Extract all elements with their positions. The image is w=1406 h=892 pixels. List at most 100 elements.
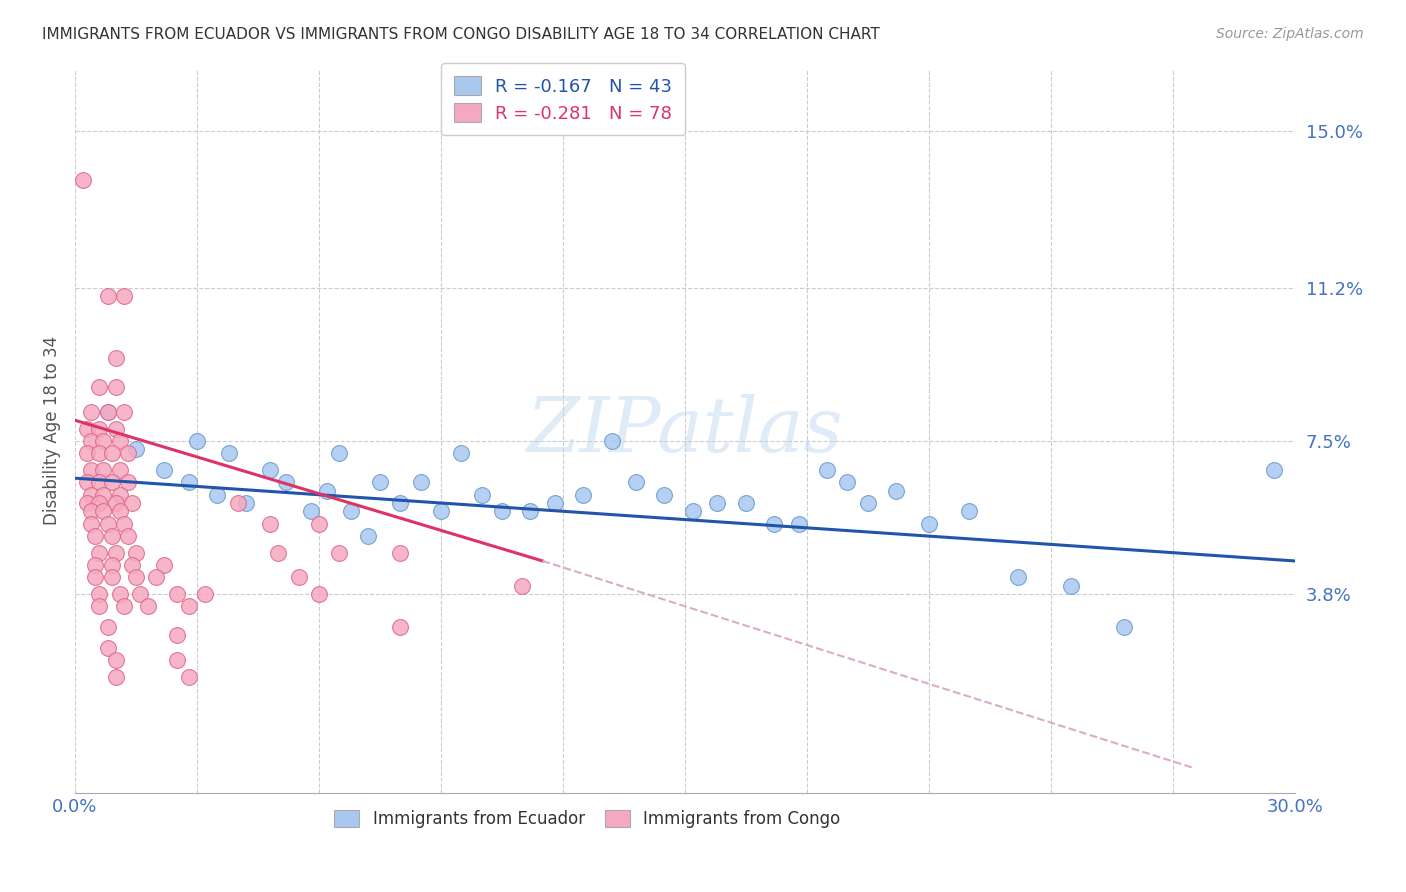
- Point: [117, 446, 139, 460]
- Point: [108, 488, 131, 502]
- Legend: Immigrants from Ecuador, Immigrants from Congo: Immigrants from Ecuador, Immigrants from…: [328, 804, 846, 835]
- Y-axis label: Disability Age 18 to 34: Disability Age 18 to 34: [44, 336, 60, 525]
- Point: [104, 351, 127, 366]
- Point: [84, 558, 107, 572]
- Point: [287, 570, 309, 584]
- Point: [76, 421, 98, 435]
- Point: [96, 289, 118, 303]
- Point: [80, 405, 103, 419]
- Point: [84, 570, 107, 584]
- Point: [1263, 463, 1285, 477]
- Point: [654, 488, 676, 502]
- Point: [80, 516, 103, 531]
- Point: [145, 570, 167, 584]
- Point: [76, 475, 98, 490]
- Point: [389, 546, 412, 560]
- Point: [112, 516, 135, 531]
- Point: [153, 558, 176, 572]
- Point: [96, 405, 118, 419]
- Text: ZIPatlas: ZIPatlas: [526, 393, 844, 467]
- Point: [104, 653, 127, 667]
- Point: [112, 599, 135, 614]
- Point: [166, 628, 188, 642]
- Point: [389, 620, 412, 634]
- Point: [856, 496, 879, 510]
- Point: [218, 446, 240, 460]
- Point: [299, 504, 322, 518]
- Point: [957, 504, 980, 518]
- Point: [259, 516, 281, 531]
- Point: [89, 496, 111, 510]
- Point: [89, 599, 111, 614]
- Point: [89, 446, 111, 460]
- Point: [491, 504, 513, 518]
- Point: [815, 463, 838, 477]
- Point: [316, 483, 339, 498]
- Point: [357, 529, 380, 543]
- Point: [80, 463, 103, 477]
- Point: [368, 475, 391, 490]
- Point: [76, 496, 98, 510]
- Point: [259, 463, 281, 477]
- Point: [1112, 620, 1135, 634]
- Point: [93, 504, 115, 518]
- Point: [100, 558, 122, 572]
- Point: [104, 496, 127, 510]
- Point: [706, 496, 728, 510]
- Point: [276, 475, 298, 490]
- Point: [409, 475, 432, 490]
- Point: [112, 405, 135, 419]
- Point: [226, 496, 249, 510]
- Point: [100, 529, 122, 543]
- Point: [96, 405, 118, 419]
- Point: [519, 504, 541, 518]
- Point: [100, 570, 122, 584]
- Point: [100, 446, 122, 460]
- Point: [96, 516, 118, 531]
- Point: [80, 434, 103, 448]
- Point: [80, 504, 103, 518]
- Point: [104, 670, 127, 684]
- Point: [328, 546, 350, 560]
- Point: [108, 463, 131, 477]
- Point: [235, 496, 257, 510]
- Point: [125, 570, 148, 584]
- Point: [89, 546, 111, 560]
- Point: [93, 488, 115, 502]
- Point: [682, 504, 704, 518]
- Point: [308, 587, 330, 601]
- Point: [108, 434, 131, 448]
- Point: [177, 670, 200, 684]
- Point: [93, 434, 115, 448]
- Point: [510, 579, 533, 593]
- Point: [186, 434, 208, 448]
- Point: [308, 516, 330, 531]
- Point: [100, 475, 122, 490]
- Point: [207, 488, 229, 502]
- Point: [267, 546, 290, 560]
- Point: [121, 558, 143, 572]
- Point: [1007, 570, 1029, 584]
- Point: [76, 446, 98, 460]
- Point: [600, 434, 623, 448]
- Point: [125, 546, 148, 560]
- Point: [837, 475, 859, 490]
- Point: [177, 599, 200, 614]
- Point: [112, 289, 135, 303]
- Point: [572, 488, 595, 502]
- Point: [624, 475, 647, 490]
- Point: [136, 599, 159, 614]
- Point: [117, 475, 139, 490]
- Point: [166, 653, 188, 667]
- Point: [166, 587, 188, 601]
- Point: [121, 496, 143, 510]
- Point: [129, 587, 152, 601]
- Text: IMMIGRANTS FROM ECUADOR VS IMMIGRANTS FROM CONGO DISABILITY AGE 18 TO 34 CORRELA: IMMIGRANTS FROM ECUADOR VS IMMIGRANTS FR…: [42, 27, 880, 42]
- Point: [125, 442, 148, 457]
- Point: [884, 483, 907, 498]
- Point: [1060, 579, 1083, 593]
- Point: [194, 587, 217, 601]
- Point: [84, 529, 107, 543]
- Point: [117, 529, 139, 543]
- Point: [177, 475, 200, 490]
